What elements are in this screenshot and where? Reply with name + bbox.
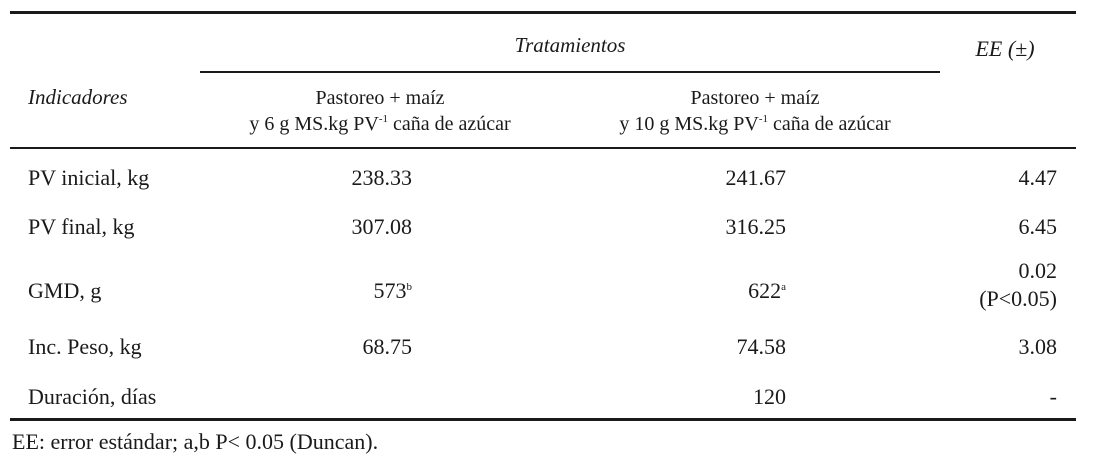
- cell: 316.25: [725, 214, 787, 239]
- cell-value: 622: [748, 278, 782, 303]
- bottom-rule: [10, 418, 1076, 421]
- group-header: Tratamientos: [514, 33, 626, 57]
- column-header: y 6 g MS.kg PV-1 caña de azúcar: [200, 113, 560, 135]
- column-header-text: caña de azúcar: [767, 113, 891, 135]
- column-header-text: caña de azúcar: [387, 113, 511, 135]
- column-header-text: y 6 g MS.kg PV: [249, 113, 379, 135]
- cell: 0.02: [1018, 258, 1058, 283]
- row-label: PV inicial, kg: [28, 165, 150, 190]
- ee-header: EE (±): [975, 36, 1035, 61]
- cell-value: 573: [373, 278, 407, 303]
- superscript: -1: [758, 113, 768, 125]
- cell: 573b: [250, 278, 413, 303]
- group-rule: [200, 71, 940, 73]
- cell: 68.75: [362, 334, 413, 359]
- cell: 238.33: [351, 165, 413, 190]
- column-header: y 10 g MS.kg PV-1 caña de azúcar: [570, 113, 940, 135]
- footnote: EE: error estándar; a,b P< 0.05 (Duncan)…: [12, 429, 379, 454]
- superscript: b: [406, 281, 413, 293]
- row-label: Inc. Peso, kg: [28, 334, 142, 359]
- cell: 6.45: [1018, 214, 1058, 239]
- column-header: Pastoreo + maíz: [690, 87, 820, 109]
- cell: 241.67: [725, 165, 787, 190]
- superscript: -1: [378, 113, 388, 125]
- row-label: GMD, g: [28, 278, 102, 303]
- row-label: Duración, días: [28, 384, 157, 409]
- column-header-text: y 10 g MS.kg PV: [619, 113, 759, 135]
- cell: 120: [753, 384, 786, 409]
- header-rule: [10, 147, 1076, 149]
- column-header: Pastoreo + maíz: [315, 87, 445, 109]
- cell: 307.08: [351, 214, 413, 239]
- cell: 622a: [620, 280, 786, 302]
- superscript: a: [781, 281, 786, 293]
- row-label: PV final, kg: [28, 214, 135, 239]
- row-header: Indicadores: [28, 85, 128, 109]
- cell: -: [1049, 384, 1057, 409]
- cell: 74.58: [736, 334, 787, 359]
- cell: 3.08: [1018, 334, 1058, 359]
- cell: (P<0.05): [979, 286, 1057, 311]
- top-rule: [10, 11, 1076, 14]
- cell: 4.47: [1018, 165, 1058, 190]
